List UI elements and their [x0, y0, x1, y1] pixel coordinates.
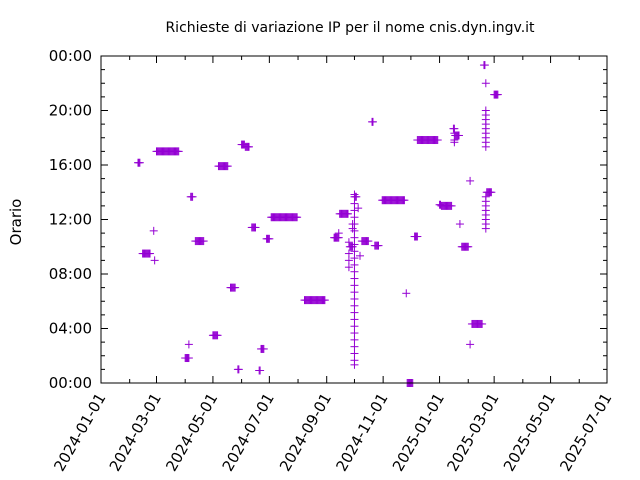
x-axis-ticks: 2024-01-012024-03-012024-05-012024-07-01… — [50, 56, 615, 475]
data-point — [413, 232, 422, 241]
data-point — [433, 136, 442, 145]
data-point — [481, 224, 490, 233]
x-tick-label: 2024-01-01 — [50, 390, 109, 475]
data-point — [234, 365, 243, 374]
data-point — [450, 138, 459, 147]
data-point — [350, 247, 359, 256]
x-tick-label: 2025-01-01 — [389, 390, 448, 475]
y-tick-label: 16:00 — [49, 156, 92, 174]
data-point — [350, 360, 359, 369]
data-point — [184, 354, 193, 363]
x-tick-label: 2025-03-01 — [443, 390, 502, 475]
chart-title: Richieste di variazione IP per il nome c… — [165, 20, 535, 36]
y-tick-label: 12:00 — [49, 211, 92, 229]
data-point — [466, 176, 475, 185]
y-tick-label: 00:00 — [49, 374, 92, 392]
y-tick-label: 04:00 — [49, 320, 92, 338]
data-point — [350, 240, 359, 249]
data-point — [455, 220, 464, 229]
data-point — [150, 256, 159, 265]
x-tick-label: 2024-03-01 — [106, 390, 165, 475]
data-point — [481, 79, 490, 88]
data-point — [487, 188, 496, 197]
data-point — [350, 274, 359, 283]
data-point — [350, 199, 359, 208]
data-point — [256, 366, 265, 375]
data-point — [354, 204, 363, 213]
data-point — [350, 342, 359, 351]
data-point — [350, 294, 359, 303]
data-point — [135, 158, 144, 167]
data-point — [350, 281, 359, 290]
data-point — [293, 213, 302, 222]
data-point — [350, 254, 359, 263]
plot-frame — [100, 55, 608, 384]
data-point — [199, 237, 208, 246]
data-point — [350, 349, 359, 358]
x-tick-label: 2024-07-01 — [219, 390, 278, 475]
data-point — [259, 344, 268, 353]
data-point — [350, 335, 359, 344]
x-tick-label: 2024-05-01 — [162, 390, 221, 475]
y-axis-ticks: 00:00 04:00 08:00 12:00 16:00 20:00 00:00 — [49, 47, 607, 392]
data-point — [343, 209, 352, 218]
data-point — [356, 251, 365, 260]
x-tick-label: 2024-09-01 — [276, 390, 335, 475]
data-point — [213, 331, 222, 340]
data-point — [350, 233, 359, 242]
data-point — [364, 237, 373, 246]
data-point — [245, 142, 254, 151]
x-tick-label: 2024-11-01 — [332, 390, 391, 475]
data-point — [350, 267, 359, 276]
data-point — [231, 283, 240, 292]
x-tick-label: 2025-07-01 — [556, 390, 615, 475]
x-tick-label: 2025-05-01 — [500, 390, 559, 475]
y-axis-title: Orario — [7, 199, 25, 246]
data-point — [348, 224, 357, 233]
data-point — [350, 288, 359, 297]
data-point — [350, 206, 359, 215]
data-point — [402, 289, 411, 298]
data-point — [350, 322, 359, 331]
data-point — [350, 315, 359, 324]
data-point — [184, 340, 193, 349]
data-point — [344, 238, 353, 247]
data-point — [466, 340, 475, 349]
data-point — [480, 61, 489, 70]
data-point — [350, 329, 359, 338]
data-point — [350, 260, 359, 269]
data-points — [134, 61, 502, 387]
data-point — [146, 249, 155, 258]
data-point — [320, 296, 329, 305]
data-point — [251, 223, 260, 232]
data-point — [454, 131, 463, 140]
data-point — [400, 196, 409, 205]
data-point — [352, 192, 361, 201]
data-point — [149, 226, 158, 235]
data-point — [334, 229, 343, 238]
y-tick-label: 00:00 — [49, 47, 92, 65]
y-tick-label: 20:00 — [49, 102, 92, 120]
data-point — [350, 308, 359, 317]
data-point — [464, 242, 473, 251]
data-point — [493, 90, 502, 99]
y-tick-label: 08:00 — [49, 265, 92, 283]
data-point — [481, 142, 490, 151]
data-point — [447, 201, 456, 210]
data-point — [344, 263, 353, 272]
data-point — [368, 117, 377, 126]
data-point — [344, 256, 353, 265]
data-point — [188, 192, 197, 201]
data-point — [350, 220, 359, 229]
data-point — [350, 213, 359, 222]
data-point — [478, 319, 487, 328]
data-point — [350, 301, 359, 310]
data-point — [344, 249, 353, 258]
data-point — [265, 234, 274, 243]
data-point — [374, 241, 383, 250]
data-point — [223, 162, 232, 171]
data-point — [350, 226, 359, 235]
data-point — [174, 147, 183, 156]
